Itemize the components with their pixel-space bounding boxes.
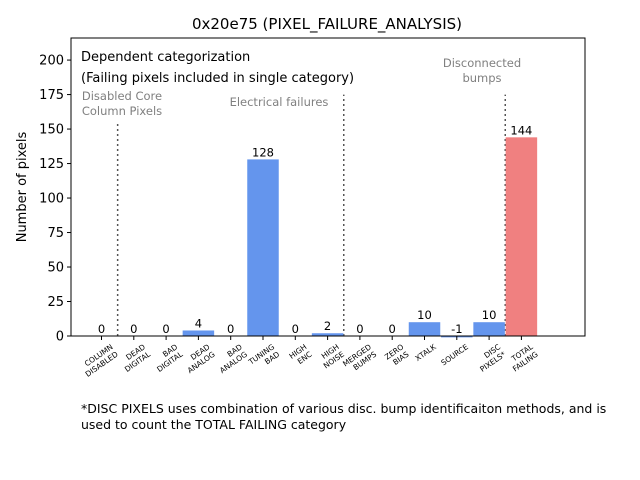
y-tick-label-3: 75: [47, 226, 64, 241]
x-tick-label-5: TUNINGBAD: [246, 342, 281, 374]
x-tick-label-11: SOURCE: [439, 342, 470, 367]
bar-5: [247, 159, 279, 336]
y-tick-label-4: 100: [39, 192, 64, 207]
x-tick-label-10-line-0: XTALK: [413, 342, 438, 363]
value-label-7: 2: [324, 319, 331, 333]
value-label-13: 144: [510, 123, 532, 137]
group-label-1: Electrical failures: [230, 95, 329, 109]
group-label-2: Disconnected bumps: [443, 56, 521, 85]
x-tick-label-2: BADDIGITAL: [150, 342, 185, 374]
group-label-1-line-0: Electrical failures: [230, 95, 329, 109]
y-tick-label-2: 50: [47, 261, 64, 276]
y-tick-label-0: 0: [56, 330, 64, 345]
value-label-4: 0: [227, 322, 234, 336]
group-label-0-line-1: Column Pixels: [82, 104, 162, 118]
group-label-2-line-0: Disconnected: [443, 56, 521, 70]
group-labels: Disabled Core Column Pixels Electrical fai…: [82, 56, 521, 118]
x-tick-label-13: TOTALFAILING: [506, 342, 541, 374]
y-axis-label: Number of pixels: [15, 131, 30, 242]
value-label-3: 4: [195, 316, 202, 330]
x-tick-label-7: HIGHNOISE: [317, 342, 347, 370]
y-axis: 0 25 50 75 100 125 150 175 200: [39, 54, 71, 345]
x-tick-label-9: ZEROBIAS: [383, 342, 411, 369]
bar-10: [408, 322, 441, 336]
value-label-10: 10: [417, 308, 432, 322]
x-tick-label-0: COLUMNDISABLED: [78, 342, 120, 379]
bars: [182, 137, 538, 338]
x-tick-label-10: XTALK: [413, 342, 438, 363]
x-tick-label-1: DEADDIGITAL: [118, 342, 153, 374]
group-label-2-line-1: bumps: [462, 71, 501, 85]
value-label-0: 0: [98, 322, 105, 336]
value-label-9: 0: [389, 322, 396, 336]
value-labels: 0 0 0 4 0 128 0 2 0 0 10 -1 10 144: [98, 123, 533, 336]
legend-line-2: (Failing pixels included in single categ…: [81, 71, 354, 86]
value-label-6: 0: [292, 322, 299, 336]
y-tick-label-8: 200: [39, 54, 64, 69]
bar-7: [311, 333, 344, 336]
y-tick-label-6: 150: [39, 123, 64, 138]
x-tick-label-8: MERGEDBUMPS: [341, 342, 378, 376]
value-label-12: 10: [482, 308, 497, 322]
value-label-11: -1: [451, 322, 462, 336]
value-label-1: 0: [130, 322, 137, 336]
plot-frame: [70, 37, 586, 337]
group-label-0-line-0: Disabled Core: [82, 89, 162, 103]
y-tick-label-5: 125: [39, 157, 64, 172]
y-tick-label-7: 175: [39, 88, 64, 103]
plot-area: [71, 38, 585, 336]
bar-13: [505, 137, 538, 336]
x-tick-label-12: DISCPIXELS*: [473, 342, 508, 374]
chart-title: 0x20e75 (PIXEL_FAILURE_ANALYSIS): [192, 15, 462, 34]
x-tick-label-3: DEADANALOG: [181, 342, 217, 375]
value-label-8: 0: [356, 322, 363, 336]
bar-3: [182, 330, 215, 336]
value-label-2: 0: [162, 322, 169, 336]
plot-background: [71, 38, 585, 336]
x-tick-label-4: BADANALOG: [213, 342, 249, 375]
group-label-0: Disabled Core Column Pixels: [82, 89, 162, 118]
y-tick-label-1: 25: [47, 295, 64, 310]
x-tick-label-11-line-0: SOURCE: [439, 342, 470, 367]
footnote: *DISC PIXELS uses combination of various…: [81, 401, 607, 432]
group-separators: [116, 94, 506, 336]
value-label-5: 128: [252, 145, 274, 159]
bar-12: [473, 322, 505, 336]
x-tick-label-6: HIGHENC: [287, 342, 313, 368]
legend-line-1: Dependent categorization: [81, 50, 250, 65]
